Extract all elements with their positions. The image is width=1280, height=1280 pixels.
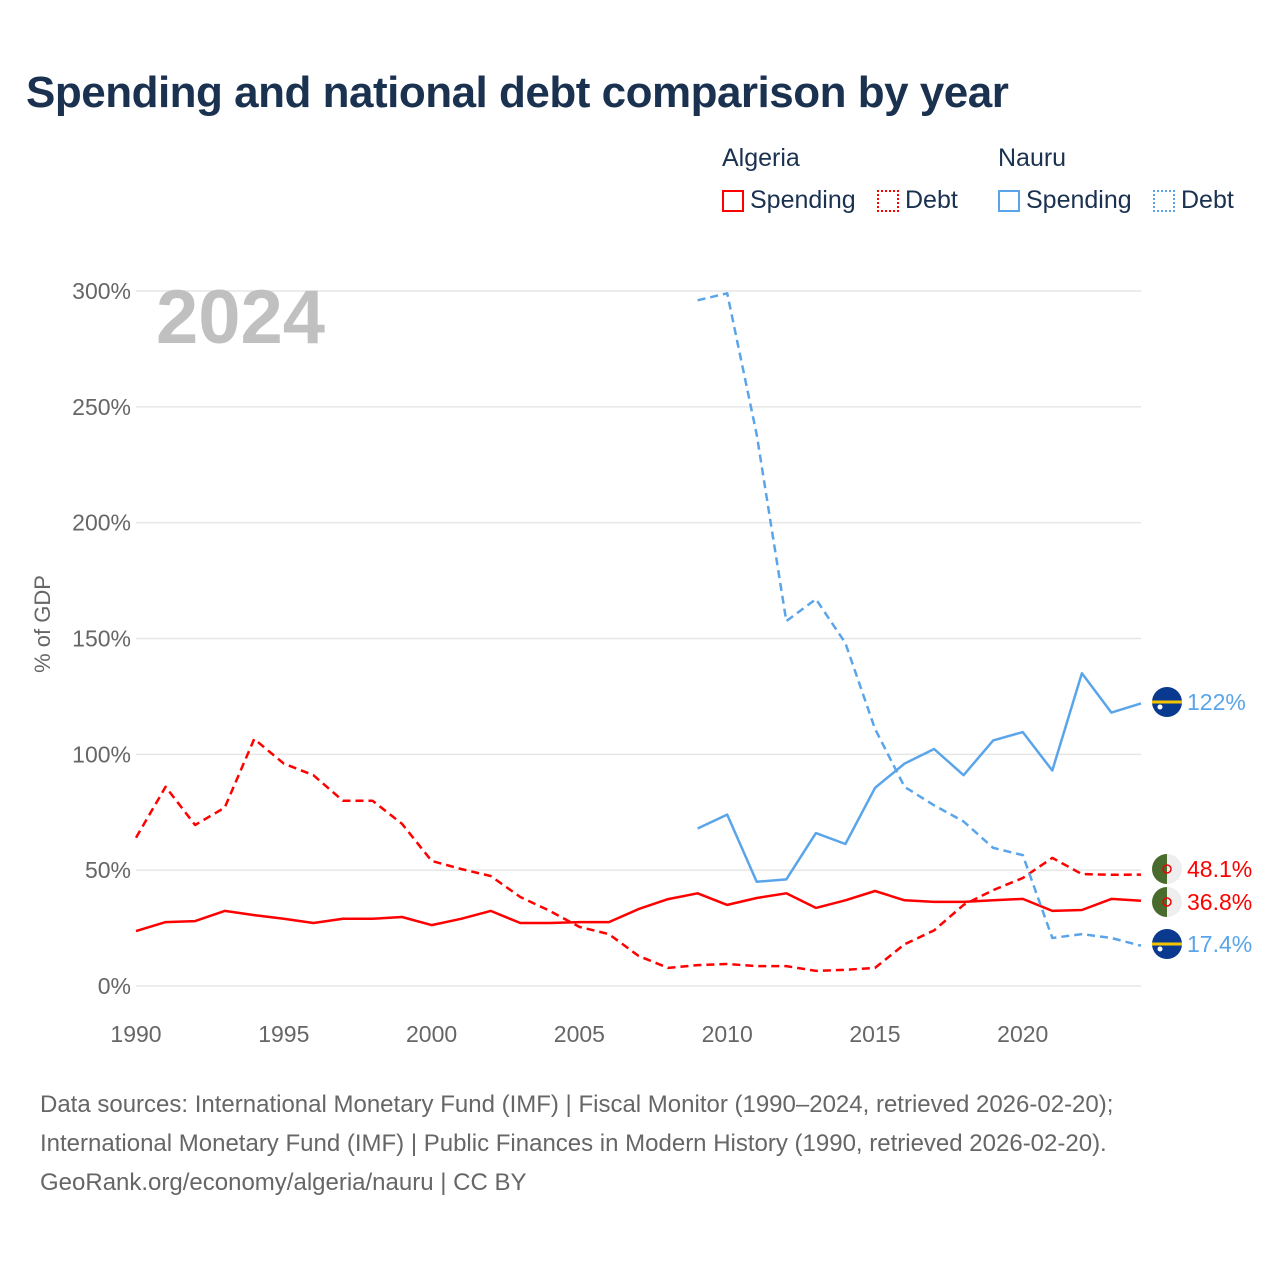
x-tick-label: 1990: [110, 1021, 161, 1047]
legend-group-nauru: Nauru: [998, 144, 1067, 172]
end-value-label: 17.4%: [1187, 931, 1252, 957]
y-tick-label: 50%: [85, 857, 131, 883]
dotted-swatch-icon: [1153, 189, 1175, 212]
legend-algeria-debt[interactable]: Debt: [877, 186, 958, 215]
series-line-algeria-debt: [134, 737, 1142, 973]
legend-label: Debt: [905, 186, 958, 214]
legend-algeria-spending[interactable]: Spending: [722, 186, 856, 215]
x-tick-label: 2005: [554, 1021, 605, 1047]
series-line-nauru-debt: [697, 292, 1142, 947]
legend-nauru-debt[interactable]: Debt: [1153, 186, 1234, 215]
end-value-label: 36.8%: [1187, 889, 1252, 915]
x-tick-label: 2015: [849, 1021, 900, 1047]
y-tick-label: 100%: [72, 741, 131, 767]
legend-group-algeria: Algeria: [722, 144, 800, 172]
source-line-2: International Monetary Fund (IMF) | Publ…: [40, 1130, 1107, 1157]
source-link[interactable]: GeoRank.org/economy/algeria/nauru | CC B…: [40, 1169, 527, 1196]
solid-swatch-icon: [998, 189, 1020, 212]
x-tick-label: 2020: [997, 1021, 1048, 1047]
y-tick-label: 300%: [72, 278, 131, 304]
solid-swatch-icon: [722, 189, 744, 212]
x-tick-label: 1995: [258, 1021, 309, 1047]
source-line-1: Data sources: International Monetary Fun…: [40, 1091, 1114, 1118]
y-tick-label: 0%: [98, 973, 131, 999]
nauru-flag-icon: [1152, 687, 1182, 717]
end-value-label: 122%: [1187, 689, 1246, 715]
end-value-label: 48.1%: [1187, 856, 1252, 882]
legend-label: Spending: [1026, 186, 1132, 214]
x-tick-label: 2010: [702, 1021, 753, 1047]
legend-label: Debt: [1181, 186, 1234, 214]
chart-title: Spending and national debt comparison by…: [26, 68, 1009, 117]
y-tick-label: 150%: [72, 626, 131, 652]
algeria-flag-icon: [1152, 887, 1182, 917]
nauru-flag-icon: [1152, 929, 1182, 959]
dotted-swatch-icon: [877, 189, 899, 212]
series-line-algeria-spending: [135, 889, 1142, 933]
y-tick-label: 250%: [72, 394, 131, 420]
y-axis-label: % of GDP: [30, 575, 55, 673]
algeria-flag-icon: [1152, 854, 1182, 884]
y-tick-label: 200%: [72, 510, 131, 536]
x-tick-label: 2000: [406, 1021, 457, 1047]
year-label: 2024: [156, 275, 325, 360]
legend-label: Spending: [750, 186, 856, 214]
legend-nauru-spending[interactable]: Spending: [998, 186, 1132, 215]
series-line-nauru-spending: [697, 672, 1142, 884]
